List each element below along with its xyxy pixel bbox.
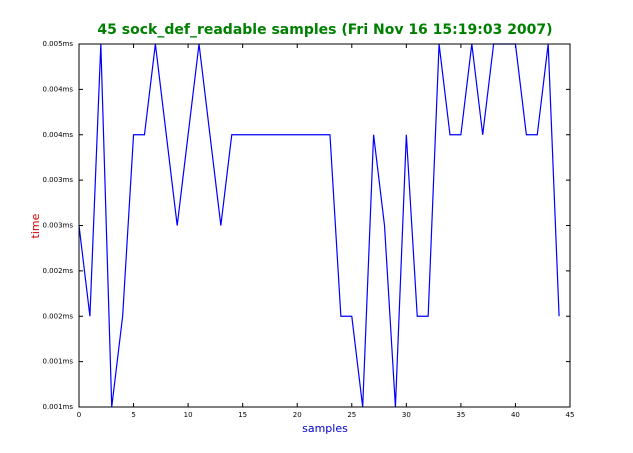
x-tick-label: 45 — [566, 411, 575, 419]
data-line — [78, 43, 560, 408]
x-tick-label: 25 — [347, 411, 356, 419]
plot-frame — [78, 43, 571, 408]
y-tick-label: 0.004ms — [42, 131, 73, 139]
x-tick-label: 35 — [456, 411, 465, 419]
x-axis-label: samples — [302, 422, 348, 435]
y-axis-label: time — [29, 213, 42, 238]
y-tick-label: 0.003ms — [42, 176, 73, 184]
chart-title: 45 sock_def_readable samples (Fri Nov 16… — [97, 22, 552, 38]
y-tick-label: 0.005ms — [42, 40, 73, 48]
x-tick-label: 0 — [77, 411, 81, 419]
y-tick-label: 0.001ms — [42, 403, 73, 411]
y-tick-label: 0.001ms — [42, 358, 73, 366]
y-tick-label: 0.002ms — [42, 267, 73, 275]
x-tick-label: 5 — [131, 411, 135, 419]
x-tick-label: 30 — [402, 411, 411, 419]
y-tick-label: 0.004ms — [42, 85, 73, 93]
y-tick-label: 0.002ms — [42, 312, 73, 320]
x-tick-label: 15 — [238, 411, 247, 419]
x-tick-label: 10 — [184, 411, 193, 419]
y-tick-label: 0.003ms — [42, 222, 73, 230]
x-tick-label: 40 — [511, 411, 520, 419]
x-tick-label: 20 — [293, 411, 302, 419]
